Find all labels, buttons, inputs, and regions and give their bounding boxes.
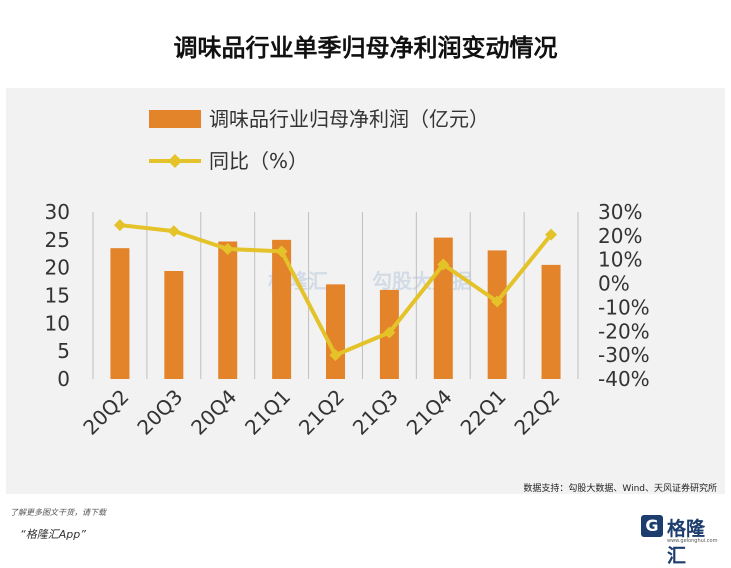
yoy-point — [491, 295, 504, 308]
x-tick-label: 21Q4 — [402, 385, 457, 440]
bar — [110, 248, 130, 379]
x-tick-label: 21Q3 — [348, 385, 403, 440]
yoy-point — [329, 349, 342, 362]
yoy-point — [437, 258, 450, 271]
y-right-tick-label: -10% — [598, 295, 650, 319]
y-right-tick-label: 10% — [598, 248, 642, 272]
yoy-point — [113, 219, 126, 232]
y-left-tick-label: 5 — [57, 339, 70, 363]
logo-url: www.gelonghui.com — [667, 538, 718, 544]
y-right-tick-label: -40% — [598, 367, 650, 391]
yoy-point — [383, 326, 396, 339]
page-title: 调味品行业单季归母净利润变动情况 — [173, 34, 558, 62]
y-left-tick-label: 0 — [57, 367, 70, 391]
bar — [218, 241, 238, 379]
y-left-tick-label: 25 — [45, 228, 70, 252]
bar — [487, 250, 507, 379]
y-right-tick-label: -30% — [598, 343, 650, 367]
bar — [272, 239, 292, 379]
y-left-tick-label: 30 — [45, 200, 70, 224]
legend-bar-swatch — [149, 110, 201, 128]
x-tick-label: 21Q2 — [294, 385, 349, 440]
x-tick-label: 22Q1 — [456, 385, 511, 440]
yoy-point — [221, 242, 234, 255]
footer-note: 了解更多图文干货，请下载 — [10, 508, 106, 517]
brand-logo: G 格隆汇 www.gelonghui.com — [641, 511, 718, 567]
yoy-point — [275, 245, 288, 258]
y-right-tick-label: 0% — [598, 272, 630, 296]
footer-app-name: “格隆汇App” — [20, 528, 86, 541]
source-note: 数据支持：勾股大数据、Wind、天风证券研究所 — [523, 484, 717, 494]
y-left-tick-label: 10 — [45, 311, 70, 335]
y-right-tick-label: -20% — [598, 319, 650, 343]
x-tick-label: 20Q2 — [78, 385, 133, 440]
y-left-tick-label: 20 — [45, 256, 70, 280]
legend-line-marker — [168, 154, 182, 168]
bar — [326, 284, 345, 379]
bar — [541, 264, 561, 379]
yoy-point — [167, 225, 180, 238]
logo-icon: G — [641, 515, 663, 537]
y-right-tick-label: 20% — [598, 224, 642, 248]
yoy-point — [545, 228, 558, 241]
x-tick-label: 22Q2 — [509, 385, 564, 440]
x-tick-label: 20Q4 — [186, 385, 241, 440]
legend-bar-label: 调味品行业归母净利润（亿元） — [209, 107, 489, 131]
y-right-tick-label: 30% — [598, 200, 642, 224]
bar — [164, 271, 184, 379]
x-tick-label: 20Q3 — [132, 385, 187, 440]
x-tick-label: 21Q1 — [240, 385, 295, 440]
legend-line-label: 同比（%） — [209, 149, 308, 173]
y-left-tick-label: 15 — [45, 284, 70, 308]
